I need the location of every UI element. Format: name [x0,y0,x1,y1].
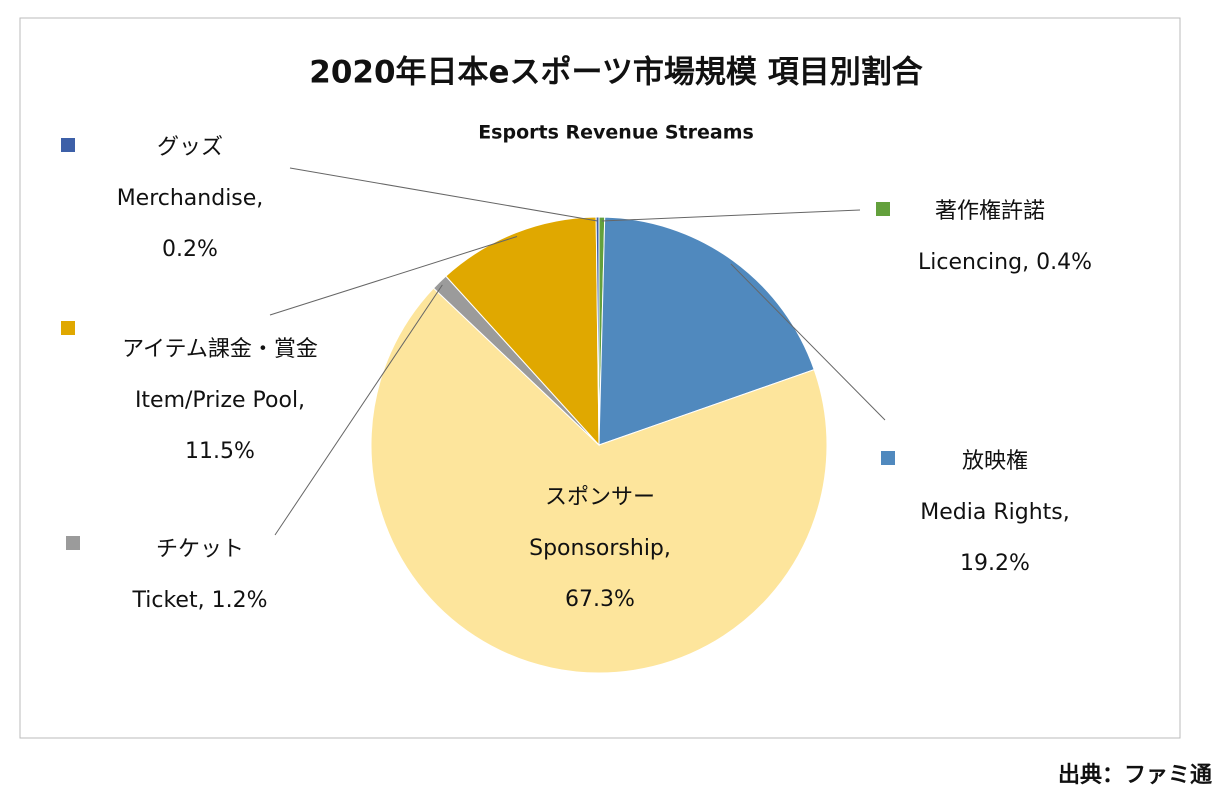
value-label: 1.2% [212,588,268,613]
leader-line [269,236,518,316]
slice-label-ja: チケット [156,537,244,562]
category-label: Sponsorship, [529,536,671,561]
leader-line [730,263,886,421]
value-label: 67.3% [565,587,635,612]
pie-slice [445,216,600,447]
slice-label-ja: グッズ [157,135,223,160]
slice-label-ja: 著作権許諾 [935,199,1045,224]
legend-swatch [66,536,80,550]
slice-label: Licencing, 0.4% [918,250,1092,275]
source-note: 出典：ファミ通 [1058,763,1212,788]
slice-label-ja: 放映権 [962,449,1028,474]
pie-slice [370,287,828,674]
category-label: Licencing, [918,250,1029,275]
chart-subtitle: Esports Revenue Streams [478,122,754,144]
value-label: 11.5% [185,439,255,464]
leader-line [274,284,443,536]
leader-line [601,209,861,222]
category-label: Media Rights, [920,500,1069,525]
category-label: Item/Prize Pool, [135,388,305,413]
legend-swatch [61,321,75,335]
legend-swatch [876,202,890,216]
legend-swatch [61,138,75,152]
value-label: 0.4% [1036,250,1092,275]
legend-swatch [881,451,895,465]
category-label: Merchandise, [117,186,264,211]
slice-label: Ticket, 1.2% [132,588,268,613]
value-label: 0.2% [162,237,218,262]
slice-label-ja: アイテム課金・賞金 [122,337,318,362]
leader-line [289,167,598,222]
category-label: Ticket, [132,588,205,613]
slice-label-ja: スポンサー [545,485,655,510]
chart-title: 2020年日本eスポーツ市場規模 項目別割合 [309,55,922,91]
pie-slice [595,216,600,446]
value-label: 19.2% [960,551,1030,576]
